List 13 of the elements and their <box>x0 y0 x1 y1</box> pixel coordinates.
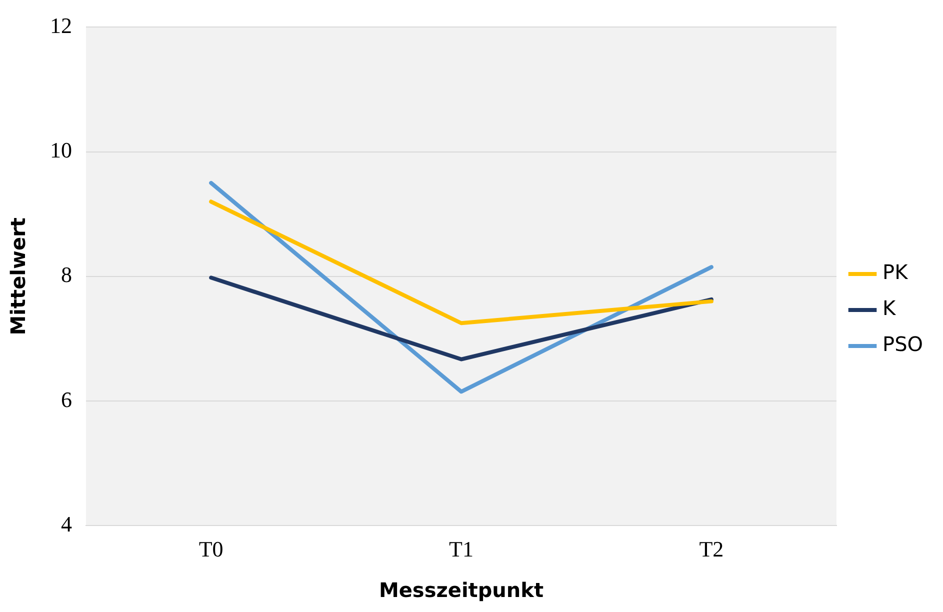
y-tick-label: 6 <box>61 386 72 412</box>
y-tick-label: 4 <box>61 511 72 536</box>
x-tick-label: T1 <box>449 536 474 562</box>
y-axis-title: Mittelwert <box>6 217 30 336</box>
y-tick-label: 8 <box>61 262 72 288</box>
legend-label: K <box>882 296 896 320</box>
x-tick-label: T0 <box>198 536 224 562</box>
y-tick-label: 10 <box>50 138 72 163</box>
x-tick-label: T2 <box>699 536 724 562</box>
y-tick-label: 12 <box>50 12 72 38</box>
x-axis-title: Messzeitpunkt <box>378 578 544 602</box>
legend-label: PK <box>882 260 909 284</box>
legend-label: PSO <box>882 332 923 356</box>
